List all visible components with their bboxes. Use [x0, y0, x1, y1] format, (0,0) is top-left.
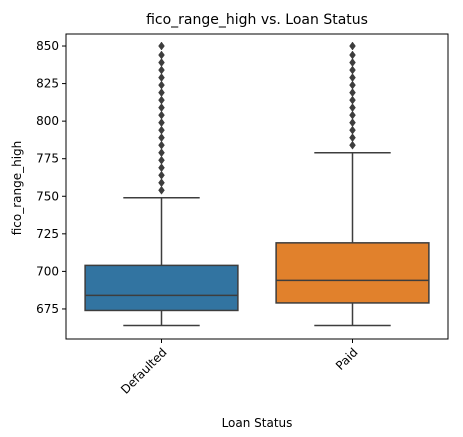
- outlier-point: [349, 118, 356, 128]
- outlier-point: [349, 41, 356, 51]
- y-tick-label: 750: [36, 189, 59, 203]
- outlier-point: [158, 41, 165, 51]
- outlier-point: [349, 110, 356, 120]
- y-tick-label: 825: [36, 77, 59, 91]
- outlier-point: [158, 170, 165, 180]
- y-tick-label: 850: [36, 39, 59, 53]
- box: [275, 242, 430, 304]
- y-tick-label: 725: [36, 227, 59, 241]
- outlier-point: [158, 88, 165, 98]
- outlier-point: [349, 58, 356, 67]
- y-axis-label: fico_range_high: [10, 141, 24, 236]
- x-tick-label: Defaulted: [118, 345, 170, 397]
- y-tick-label: 800: [36, 114, 59, 128]
- outlier-point: [349, 65, 356, 75]
- plot-frame: [65, 33, 449, 340]
- box: [84, 264, 239, 312]
- y-tick-label: 775: [36, 152, 59, 166]
- outlier-point: [158, 178, 165, 188]
- outlier-point: [158, 103, 165, 113]
- outlier-point: [158, 110, 165, 120]
- outlier-point: [158, 50, 165, 60]
- chart-title: fico_range_high vs. Loan Status: [146, 12, 368, 28]
- outlier-point: [158, 185, 165, 195]
- outlier-point: [349, 80, 356, 90]
- x-axis-label: Loan Status: [222, 416, 293, 430]
- outlier-point: [158, 140, 165, 150]
- outlier-point: [349, 140, 356, 150]
- outlier-point: [158, 118, 165, 128]
- y-tick-label: 700: [36, 264, 59, 278]
- outlier-point: [158, 73, 165, 82]
- outlier-point: [158, 133, 165, 143]
- outlier-point: [158, 163, 165, 173]
- outlier-point: [158, 80, 165, 90]
- outlier-point: [158, 125, 165, 135]
- outlier-point: [349, 125, 356, 135]
- x-tick-label: Paid: [333, 345, 361, 373]
- outlier-point: [349, 103, 356, 113]
- outlier-point: [349, 88, 356, 98]
- outlier-point: [349, 95, 356, 105]
- outlier-point: [158, 155, 165, 165]
- outlier-point: [349, 50, 356, 60]
- y-tick-label: 675: [36, 302, 59, 316]
- outlier-point: [158, 65, 165, 75]
- outlier-point: [158, 58, 165, 67]
- outlier-point: [158, 95, 165, 105]
- outlier-point: [349, 133, 356, 143]
- outlier-point: [158, 148, 165, 158]
- outlier-point: [349, 73, 356, 82]
